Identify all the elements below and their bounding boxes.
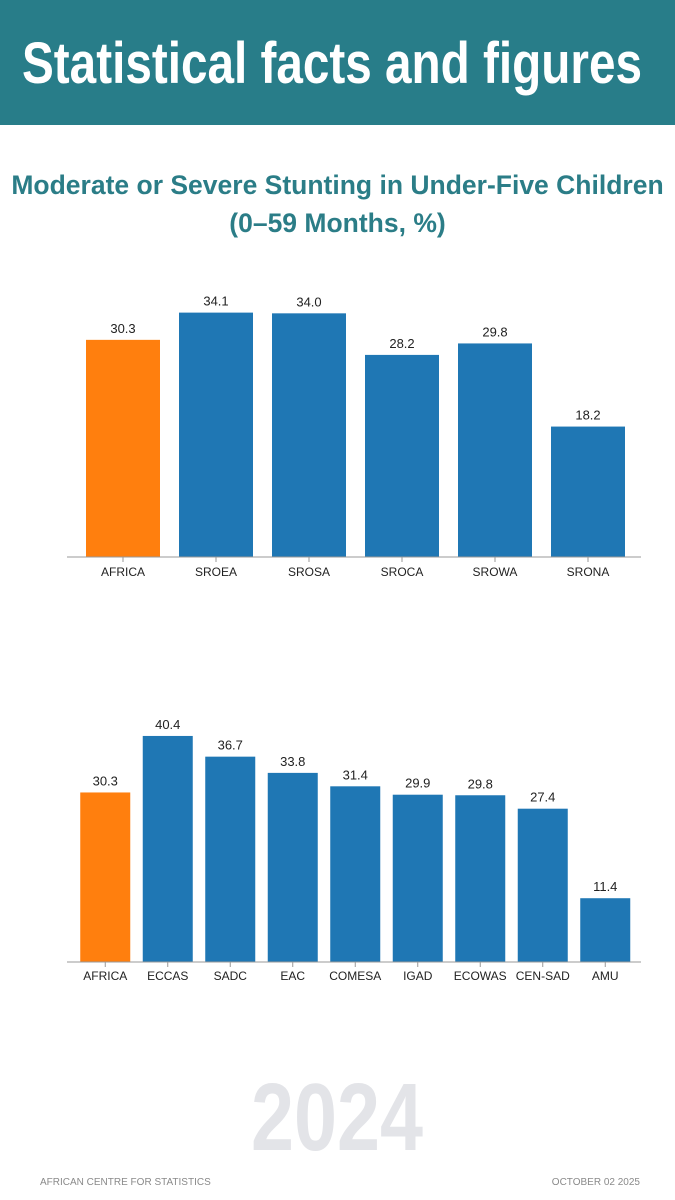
value-label: 29.8 bbox=[468, 776, 493, 791]
value-label: 28.2 bbox=[389, 336, 414, 351]
value-label: 27.4 bbox=[530, 790, 555, 805]
footer-left: AFRICAN CENTRE FOR STATISTICS bbox=[40, 1177, 211, 1188]
x-tick-label: EAC bbox=[280, 969, 305, 983]
bar bbox=[272, 313, 346, 557]
x-tick-label: ECCAS bbox=[147, 969, 188, 983]
x-tick-label: AFRICA bbox=[83, 969, 127, 983]
bar bbox=[80, 792, 131, 962]
bar bbox=[517, 808, 568, 962]
value-label: 31.4 bbox=[343, 767, 368, 782]
bar bbox=[205, 756, 256, 962]
chart-title: Moderate or Severe Stunting in Under-Fiv… bbox=[11, 170, 664, 238]
value-label: 11.4 bbox=[593, 879, 617, 894]
value-label: 34.0 bbox=[296, 294, 321, 309]
value-label: 36.7 bbox=[218, 738, 243, 753]
value-label: 29.8 bbox=[482, 324, 507, 339]
bar bbox=[179, 312, 253, 557]
x-tick-label: AFRICA bbox=[101, 565, 145, 579]
header-banner bbox=[0, 0, 675, 125]
bar bbox=[86, 339, 160, 557]
value-label: 33.8 bbox=[280, 754, 305, 769]
bar bbox=[392, 794, 443, 962]
bar bbox=[458, 343, 532, 557]
bar bbox=[365, 354, 439, 557]
value-label: 40.4 bbox=[155, 717, 180, 732]
x-tick-label: COMESA bbox=[329, 969, 381, 983]
x-tick-label: IGAD bbox=[403, 969, 433, 983]
value-label: 34.1 bbox=[203, 294, 228, 309]
x-tick-label: SRONA bbox=[567, 565, 610, 579]
bar bbox=[551, 426, 625, 557]
x-tick-label: ECOWAS bbox=[454, 969, 507, 983]
bar bbox=[580, 898, 631, 962]
bar bbox=[330, 786, 381, 962]
x-tick-label: SADC bbox=[214, 969, 248, 983]
bar bbox=[455, 795, 506, 962]
x-tick-label: SROSA bbox=[288, 565, 330, 579]
bar bbox=[142, 735, 193, 962]
x-tick-label: SROCA bbox=[381, 565, 424, 579]
x-tick-label: SROEA bbox=[195, 565, 237, 579]
page-title: Statistical facts and figures bbox=[22, 31, 642, 96]
x-tick-label: SROWA bbox=[473, 565, 518, 579]
x-tick-label: AMU bbox=[592, 969, 619, 983]
bar bbox=[267, 772, 318, 962]
value-label: 30.3 bbox=[110, 321, 135, 336]
value-label: 18.2 bbox=[575, 408, 600, 423]
value-label: 29.9 bbox=[405, 776, 430, 791]
year-watermark: 2024 bbox=[251, 1064, 423, 1171]
value-label: 30.3 bbox=[93, 773, 118, 788]
footer-right: OCTOBER 02 2025 bbox=[552, 1177, 641, 1188]
x-tick-label: CEN-SAD bbox=[516, 969, 570, 983]
